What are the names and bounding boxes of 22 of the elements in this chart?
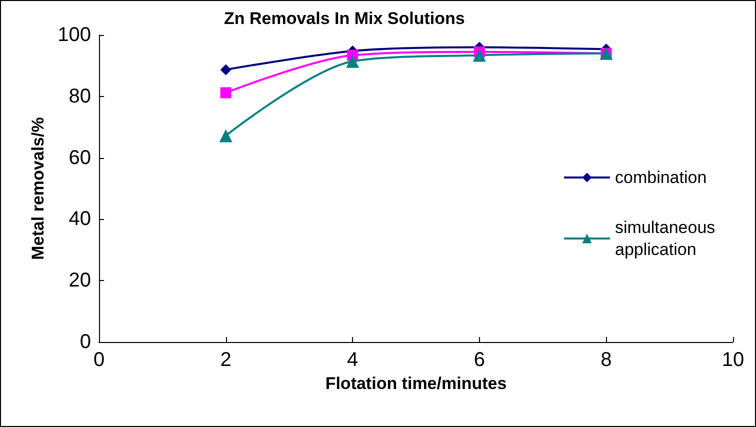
y-tick-label: 0 — [80, 331, 91, 353]
y-axis-title: Metal removals/% — [28, 117, 48, 260]
point — [220, 64, 232, 76]
x-tick-label: 8 — [600, 349, 612, 371]
x-tick-label: 4 — [347, 349, 358, 371]
legend-label: simultaneous application — [615, 218, 720, 259]
x-tick-label: 6 — [474, 349, 485, 371]
x-axis-title: Flotation time/minutes — [325, 374, 507, 393]
point — [346, 54, 360, 68]
chart-title: Zn Removals In Mix Solutions — [224, 9, 465, 28]
point — [472, 48, 486, 62]
x-tick-label: 2 — [220, 349, 232, 371]
x-tick-label: 0 — [93, 349, 105, 371]
y-tick-label: 40 — [68, 208, 91, 230]
point — [220, 87, 232, 98]
y-tick-label: 80 — [68, 85, 91, 108]
y-tick-label: 60 — [68, 146, 91, 169]
y-tick-label: 20 — [68, 270, 91, 292]
legend-label: combination — [615, 168, 707, 187]
y-tick-label: 100 — [58, 24, 91, 46]
point — [219, 129, 232, 142]
x-tick-label: 10 — [722, 349, 744, 371]
